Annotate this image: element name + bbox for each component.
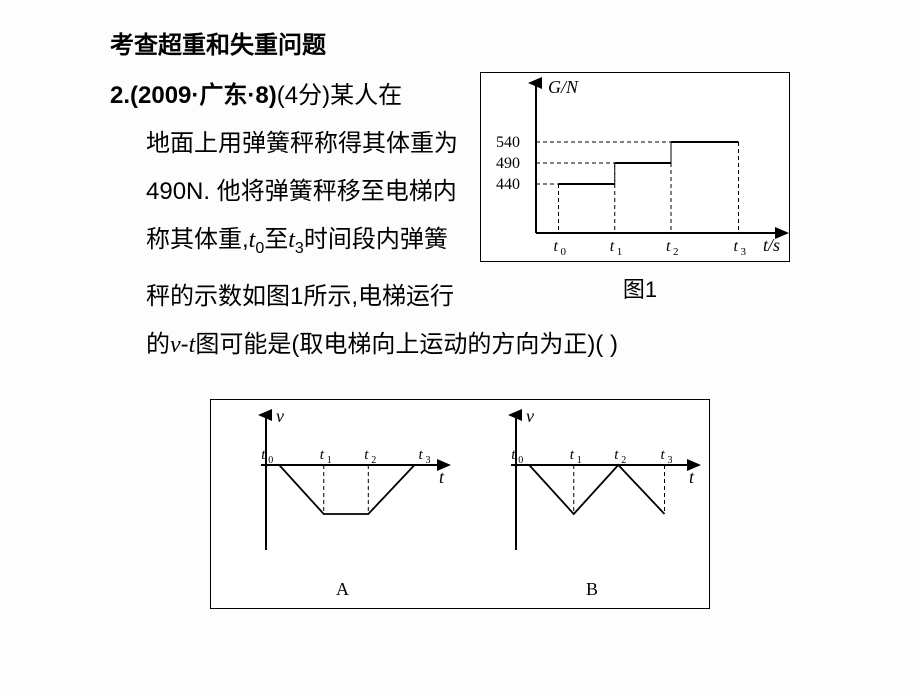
svg-text:0: 0 [561, 246, 567, 258]
svg-text:3: 3 [426, 455, 431, 466]
svg-text:0: 0 [518, 455, 523, 466]
question-line-5: 秤的示数如图1所示,电梯运行 [146, 273, 470, 321]
figure-1-chart: G/Nt/s540490440t0t1t2t3 [480, 72, 790, 262]
question-line-3: 490N. 他将弹簧秤移至电梯内 [146, 168, 470, 216]
svg-text:t: t [570, 447, 575, 463]
svg-text:1: 1 [577, 455, 582, 466]
question-line-1: 2.(2009·广东·8)(4分)某人在 [110, 72, 470, 120]
question-block: 2.(2009·广东·8)(4分)某人在 地面上用弹簧秤称得其体重为 490N.… [110, 72, 810, 321]
svg-text:2: 2 [371, 455, 376, 466]
svg-text:t: t [734, 238, 739, 255]
svg-text:v: v [276, 406, 284, 426]
svg-text:t: t [610, 238, 615, 255]
svg-text:t: t [689, 467, 695, 487]
svg-text:1: 1 [327, 455, 332, 466]
svg-text:540: 540 [496, 134, 520, 151]
svg-text:t: t [320, 447, 325, 463]
question-number: 2. [110, 82, 130, 109]
question-line-6: 的v-t图可能是(取电梯向上运动的方向为正)( ) [146, 321, 810, 369]
svg-text:A: A [336, 579, 349, 599]
svg-text:490: 490 [496, 155, 520, 172]
svg-text:3: 3 [741, 246, 747, 258]
options-row: vtt0t1t2t3Avtt0t1t2t3B [110, 399, 810, 614]
svg-text:t: t [439, 467, 445, 487]
svg-text:t: t [614, 447, 619, 463]
figure-1-label: 图1 [480, 272, 800, 304]
question-line-4: 称其体重,t0至t3时间段内弹簧 [146, 216, 470, 273]
svg-text:t/s: t/s [763, 235, 780, 255]
svg-text:t: t [666, 238, 671, 255]
svg-text:t: t [364, 447, 369, 463]
question-text: 2.(2009·广东·8)(4分)某人在 地面上用弹簧秤称得其体重为 490N.… [110, 72, 470, 321]
svg-text:G/N: G/N [548, 77, 579, 97]
q-line1-tail: 某人在 [330, 82, 402, 109]
question-points: (4分) [277, 82, 330, 109]
svg-text:2: 2 [621, 455, 626, 466]
svg-text:3: 3 [668, 455, 673, 466]
svg-text:t: t [661, 447, 666, 463]
figure-1-column: G/Nt/s540490440t0t1t2t3 图1 [480, 72, 800, 304]
svg-text:440: 440 [496, 176, 520, 193]
svg-text:t: t [419, 447, 424, 463]
options-chart: vtt0t1t2t3Avtt0t1t2t3B [210, 399, 710, 609]
question-line-2: 地面上用弹簧秤称得其体重为 [146, 120, 470, 168]
svg-text:t: t [554, 238, 559, 255]
question-source: (2009·广东·8) [130, 82, 277, 109]
section-title: 考查超重和失重问题 [110, 25, 810, 60]
svg-text:2: 2 [673, 246, 679, 258]
svg-text:1: 1 [617, 246, 623, 258]
svg-text:B: B [586, 579, 598, 599]
svg-text:v: v [526, 406, 534, 426]
svg-text:0: 0 [268, 455, 273, 466]
